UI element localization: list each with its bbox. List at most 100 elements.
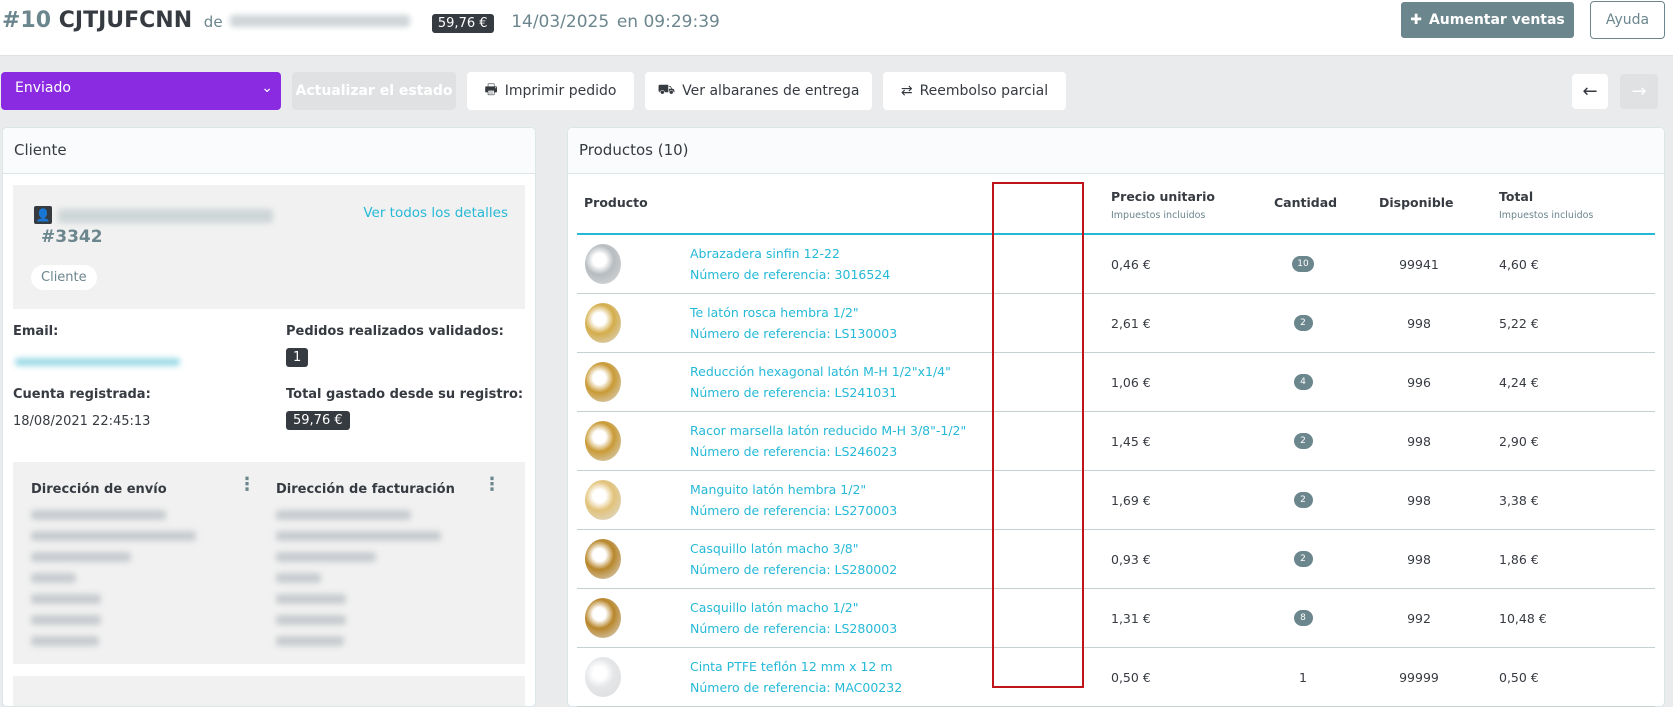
- product-image: [585, 362, 621, 402]
- address-blurred: [276, 552, 376, 562]
- view-details-link[interactable]: Ver todos los detalles: [363, 205, 508, 221]
- line-total: 2,90 €: [1499, 433, 1539, 449]
- product-image: [585, 480, 621, 520]
- product-link[interactable]: Reducción hexagonal latón M-H 1/2"x1/4" N…: [690, 364, 951, 400]
- customer-id: #3342: [41, 227, 103, 247]
- customer-summary: 👤 #3342 Ver todos los detalles Cliente: [13, 185, 525, 309]
- order-number: #10: [2, 8, 52, 33]
- exchange-icon: ⇄: [900, 83, 913, 99]
- page-title: #10 CJTJUFCNN de 59,76 € 14/03/2025 en 0…: [2, 8, 720, 33]
- available-stock: 998: [1407, 433, 1431, 449]
- email-label: Email:: [13, 324, 59, 339]
- line-total: 10,48 €: [1499, 610, 1547, 626]
- total-spent-value: 59,76 €: [286, 411, 350, 430]
- unit-price: 0,50 €: [1111, 669, 1151, 685]
- address-blurred: [276, 573, 321, 583]
- from-label: de: [203, 13, 223, 31]
- address-blurred: [31, 636, 99, 646]
- shipping-menu-icon[interactable]: ⋮: [238, 474, 256, 495]
- customer-name-blurred: [230, 15, 411, 27]
- total-spent-label: Total gastado desde su registro:: [286, 387, 524, 402]
- chevron-down-icon: ⌄: [261, 80, 273, 96]
- available-stock: 99999: [1399, 669, 1439, 685]
- available-stock: 992: [1407, 610, 1431, 626]
- customer-card: Cliente 👤 #3342 Ver todos los detalles C…: [2, 127, 536, 707]
- address-blurred: [31, 552, 131, 562]
- line-total: 1,86 €: [1499, 551, 1539, 567]
- billing-menu-icon[interactable]: ⋮: [483, 474, 501, 495]
- product-image: [585, 539, 621, 579]
- customer-group-badge: Cliente: [31, 265, 97, 290]
- product-link[interactable]: Manguito latón hembra 1/2" Número de refe…: [690, 482, 898, 518]
- shipping-address-title: Dirección de envío: [31, 482, 167, 497]
- address-blurred: [31, 531, 196, 541]
- product-link[interactable]: Abrazadera sinfin 12-22 Número de referen…: [690, 246, 891, 282]
- quantity: 1: [1299, 669, 1307, 685]
- product-link[interactable]: Cinta PTFE teflón 12 mm x 12 m Número de …: [690, 659, 903, 695]
- table-row: Racor marsella latón reducido M-H 3/8"-1…: [577, 412, 1655, 471]
- address-blurred: [276, 594, 346, 604]
- order-total-badge: 59,76 €: [431, 14, 494, 33]
- table-row: Casquillo latón macho 3/8" Número de refe…: [577, 530, 1655, 589]
- available-stock: 998: [1407, 492, 1431, 508]
- product-link[interactable]: Te latón rosca hembra 1/2" Número de refe…: [690, 305, 898, 341]
- address-blurred: [276, 636, 344, 646]
- next-order-button[interactable]: →: [1620, 74, 1658, 109]
- validated-orders-label: Pedidos realizados validados:: [286, 324, 504, 339]
- quantity: 2: [1283, 530, 1323, 588]
- help-button[interactable]: Ayuda: [1590, 1, 1665, 39]
- order-time: en 09:29:39: [616, 12, 720, 32]
- product-link[interactable]: Racor marsella latón reducido M-H 3/8"-1…: [690, 423, 967, 459]
- address-blurred: [31, 615, 101, 625]
- partial-refund-button[interactable]: ⇄ Reembolso parcial: [883, 72, 1066, 110]
- col-quantity: Cantidad: [1274, 195, 1338, 210]
- next-section-box: [13, 676, 525, 706]
- unit-price: 2,61 €: [1111, 315, 1151, 331]
- unit-price: 1,69 €: [1111, 492, 1151, 508]
- update-status-button[interactable]: Actualizar el estado: [292, 72, 456, 110]
- email-link-blurred[interactable]: [15, 358, 180, 366]
- table-row: Abrazadera sinfin 12-22 Número de referen…: [577, 235, 1655, 294]
- registered-label: Cuenta registrada:: [13, 387, 151, 402]
- billing-address-title: Dirección de facturación: [276, 482, 455, 497]
- product-link[interactable]: Casquillo latón macho 3/8" Número de refe…: [690, 541, 898, 577]
- quantity: 2: [1283, 471, 1323, 529]
- products-card-title: Productos (10): [568, 128, 1664, 174]
- quantity: 2: [1283, 294, 1323, 352]
- boost-sales-button[interactable]: ✚ Aumentar ventas: [1400, 1, 1575, 39]
- delivery-slips-button[interactable]: ⛟ Ver albaranes de entrega: [645, 72, 872, 110]
- line-total: 3,38 €: [1499, 492, 1539, 508]
- product-image: [585, 303, 621, 343]
- table-header-divider: [577, 233, 1655, 235]
- highlight-box: [992, 182, 1084, 688]
- order-reference: CJTJUFCNN: [58, 8, 193, 33]
- product-link[interactable]: Casquillo latón macho 1/2" Número de refe…: [690, 600, 898, 636]
- order-date: 14/03/2025: [511, 12, 610, 32]
- quantity: 8: [1283, 589, 1323, 647]
- line-total: 4,24 €: [1499, 374, 1539, 390]
- col-unit-price: Precio unitario Impuestos incluidos: [1111, 189, 1215, 221]
- address-blurred: [31, 594, 101, 604]
- previous-order-button[interactable]: ←: [1572, 74, 1608, 109]
- printer-icon: 🖶: [484, 82, 498, 98]
- product-image: [585, 657, 621, 697]
- products-card: Productos (10): [567, 127, 1665, 707]
- validated-orders-count: 1: [286, 348, 309, 367]
- order-status-select[interactable]: Enviado ⌄: [1, 72, 281, 110]
- arrow-left-icon: ←: [1582, 81, 1598, 102]
- table-row: Manguito latón hembra 1/2" Número de refe…: [577, 471, 1655, 530]
- address-blurred: [276, 615, 346, 625]
- unit-price: 0,93 €: [1111, 551, 1151, 567]
- user-icon: 👤: [34, 206, 52, 224]
- col-available: Disponible: [1379, 195, 1454, 210]
- unit-price: 1,45 €: [1111, 433, 1151, 449]
- address-blurred: [31, 510, 166, 520]
- product-image: [585, 598, 621, 638]
- table-row: Casquillo latón macho 1/2" Número de refe…: [577, 589, 1655, 648]
- print-order-button[interactable]: 🖶 Imprimir pedido: [467, 72, 634, 110]
- available-stock: 998: [1407, 315, 1431, 331]
- registered-date: 18/08/2021 22:45:13: [13, 414, 151, 429]
- product-image: [585, 244, 621, 284]
- unit-price: 1,31 €: [1111, 610, 1151, 626]
- line-total: 4,60 €: [1499, 256, 1539, 272]
